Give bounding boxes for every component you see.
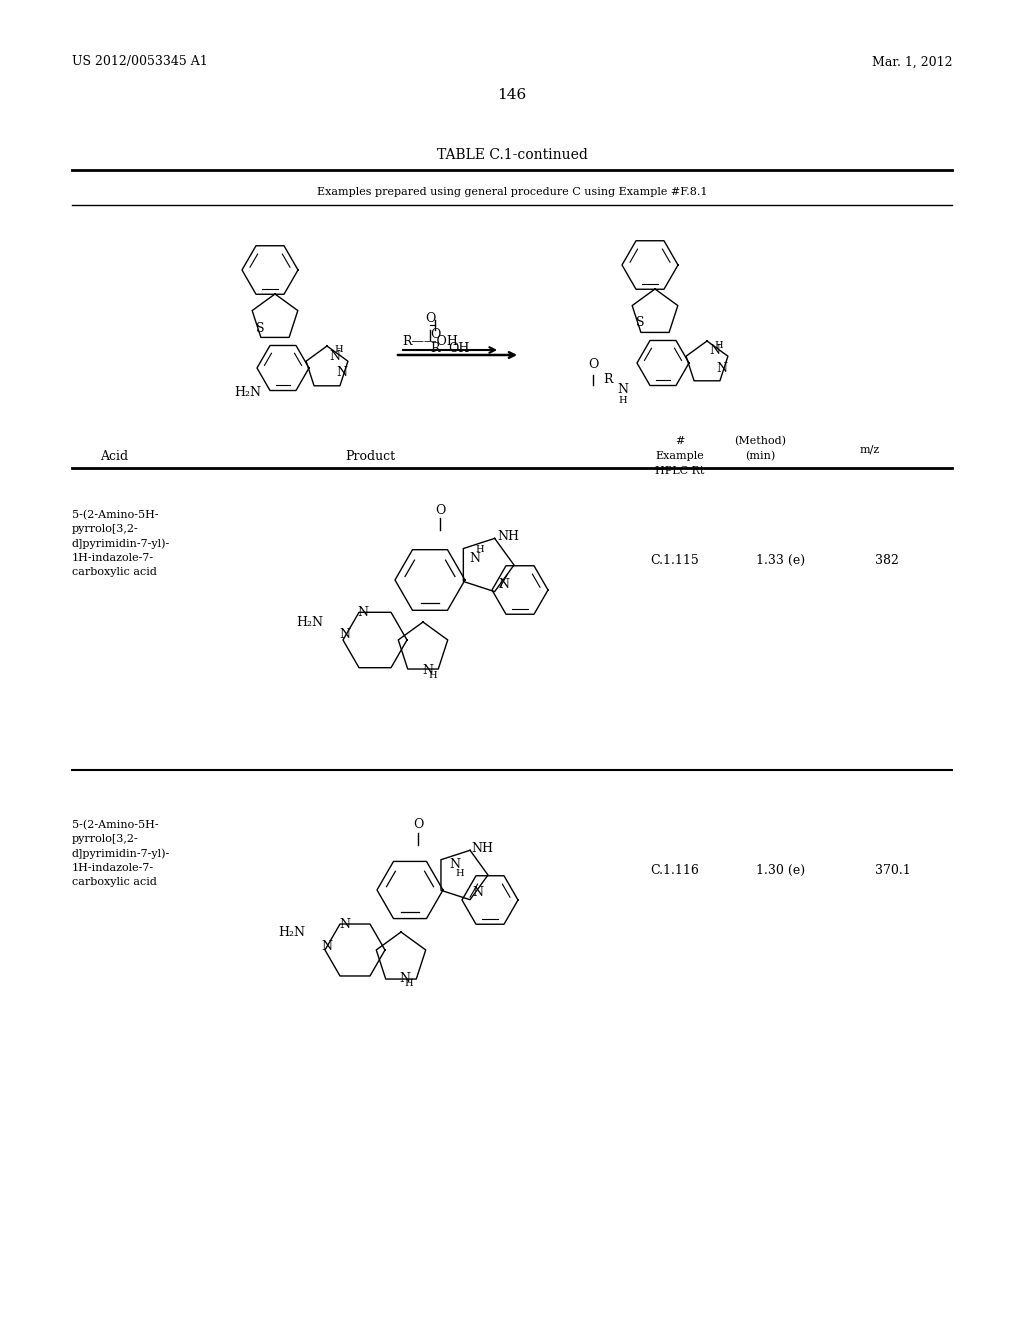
- Text: H₂N: H₂N: [279, 925, 305, 939]
- Text: N: N: [340, 628, 350, 642]
- Text: US 2012/0053345 A1: US 2012/0053345 A1: [72, 55, 208, 69]
- Text: (min): (min): [744, 451, 775, 461]
- Text: H₂N: H₂N: [297, 615, 324, 628]
- Text: R: R: [603, 374, 612, 385]
- Text: N: N: [450, 858, 461, 871]
- Text: Example: Example: [655, 451, 705, 461]
- Text: H: H: [429, 672, 437, 681]
- Text: S: S: [636, 317, 644, 330]
- Text: N: N: [717, 362, 727, 375]
- Text: H: H: [715, 341, 723, 350]
- Text: N: N: [330, 350, 341, 363]
- Text: H: H: [456, 869, 464, 878]
- Text: O: O: [413, 818, 423, 832]
- Text: S: S: [256, 322, 264, 334]
- Text: R——OH: R——OH: [402, 335, 458, 348]
- Text: 370.1: 370.1: [874, 863, 910, 876]
- Text: 382: 382: [874, 553, 899, 566]
- Text: TABLE C.1-continued: TABLE C.1-continued: [436, 148, 588, 162]
- Text: N: N: [499, 578, 510, 591]
- Text: (Method): (Method): [734, 436, 786, 446]
- Text: N: N: [617, 383, 629, 396]
- Text: Product: Product: [345, 450, 395, 462]
- Text: O: O: [435, 503, 445, 516]
- Text: NH: NH: [497, 531, 519, 544]
- Text: H: H: [404, 979, 414, 989]
- Text: N: N: [337, 367, 347, 380]
- Text: C.1.116: C.1.116: [650, 863, 698, 876]
- Text: C.1.115: C.1.115: [650, 553, 698, 566]
- Text: Mar. 1, 2012: Mar. 1, 2012: [871, 55, 952, 69]
- Text: N: N: [472, 887, 483, 899]
- Text: H₂N: H₂N: [234, 387, 261, 400]
- Text: N: N: [357, 606, 369, 619]
- Text: N: N: [340, 917, 350, 931]
- Text: 146: 146: [498, 88, 526, 102]
- Text: N: N: [710, 345, 721, 358]
- Text: N: N: [469, 552, 480, 565]
- Text: 5-(2-Amino-5H-
pyrrolo[3,2-
d]pyrimidin-7-yl)-
1H-indazole-7-
carboxylic acid: 5-(2-Amino-5H- pyrrolo[3,2- d]pyrimidin-…: [72, 820, 170, 887]
- Text: R: R: [430, 342, 439, 355]
- Text: Acid: Acid: [100, 450, 128, 462]
- Text: N: N: [399, 972, 411, 985]
- Text: O: O: [430, 329, 440, 342]
- Text: #: #: [675, 436, 685, 446]
- Text: OH: OH: [449, 342, 470, 355]
- Text: O: O: [588, 358, 598, 371]
- Text: O: O: [425, 312, 435, 325]
- Text: H: H: [335, 346, 343, 355]
- Text: 1.30 (e): 1.30 (e): [756, 863, 805, 876]
- Text: H: H: [618, 396, 628, 405]
- Text: 5-(2-Amino-5H-
pyrrolo[3,2-
d]pyrimidin-7-yl)-
1H-indazole-7-
carboxylic acid: 5-(2-Amino-5H- pyrrolo[3,2- d]pyrimidin-…: [72, 510, 170, 577]
- Text: H: H: [476, 545, 484, 554]
- Text: N: N: [322, 940, 333, 953]
- Text: Examples prepared using general procedure C using Example #F.8.1: Examples prepared using general procedur…: [316, 187, 708, 197]
- Text: m/z: m/z: [860, 444, 880, 454]
- Text: HPLC Rt: HPLC Rt: [655, 466, 705, 477]
- Text: N: N: [423, 664, 433, 676]
- Text: NH: NH: [471, 842, 493, 855]
- Text: 1.33 (e): 1.33 (e): [756, 553, 805, 566]
